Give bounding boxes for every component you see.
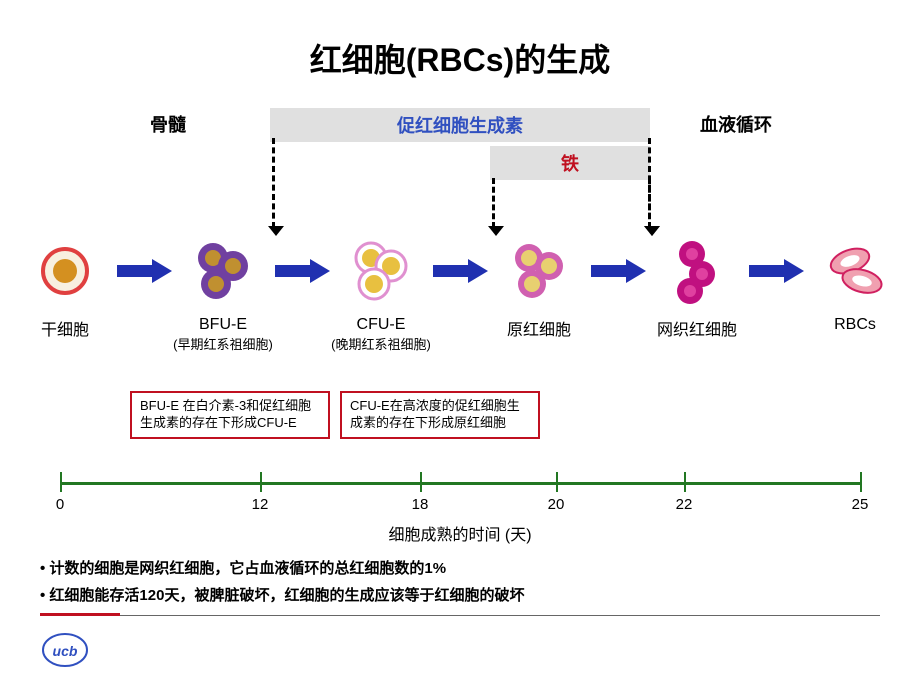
tl-tick <box>860 472 862 492</box>
rbc-icon <box>820 236 890 306</box>
bullet-2: 红细胞能存活120天，被脾脏破坏，红细胞的生成应该等于红细胞的破坏 <box>40 582 880 609</box>
ucb-logo: ucb <box>40 630 90 675</box>
iron-bar: 铁 <box>490 146 650 180</box>
stage-bfu-e: BFU-E(早期红系祖细胞) <box>188 236 258 306</box>
bullet-1: 计数的细胞是网织红细胞，它占血液循环的总红细胞数的1% <box>40 555 880 582</box>
stage-reticulocyte: 网织红细胞 <box>662 236 732 306</box>
stage-stem-cell: 干细胞 <box>30 236 100 306</box>
tl-label: 12 <box>252 496 269 513</box>
tl-tick <box>260 472 262 492</box>
footer-line <box>40 615 880 616</box>
arrow-icon <box>749 259 804 283</box>
tl-label: 22 <box>676 496 693 513</box>
epo-bar: 促红细胞生成素 <box>270 108 650 142</box>
tl-tick <box>60 472 62 492</box>
stage-label-5: RBCs <box>795 316 915 334</box>
cells-row: 干细胞 BFU-E(早期红系祖细胞) CFU-E(晚期红系祖细胞) <box>30 236 890 306</box>
stage-rbcs: RBCs <box>820 236 890 306</box>
iron-arrow-left <box>492 178 495 228</box>
iron-arrow-right <box>648 178 651 228</box>
bfu-e-icon <box>188 236 258 306</box>
timeline-line <box>60 482 860 485</box>
proerythroblast-icon <box>504 236 574 306</box>
stage-cfu-e: CFU-E(晚期红系祖细胞) <box>346 236 416 306</box>
stage-label-1: BFU-E(早期红系祖细胞) <box>163 316 283 353</box>
arrow-icon <box>275 259 330 283</box>
epo-arrow-left <box>272 138 275 228</box>
tl-tick <box>684 472 686 492</box>
page-title: 红细胞(RBCs)的生成 <box>0 0 920 81</box>
blood-circulation-label: 血液循环 <box>700 111 772 137</box>
diagram-container: 骨髓 血液循环 促红细胞生成素 铁 干细胞 BFU-E(早期红系祖细胞) <box>0 106 920 586</box>
tl-label: 0 <box>56 496 64 513</box>
stage-label-0: 干细胞 <box>5 316 125 340</box>
stage-proerythroblast: 原红细胞 <box>504 236 574 306</box>
tl-label: 18 <box>412 496 429 513</box>
tl-tick <box>556 472 558 492</box>
arrow-icon <box>591 259 646 283</box>
note-bfu: BFU-E 在白介素-3和促红细胞生成素的存在下形成CFU-E <box>130 391 330 439</box>
arrow-icon <box>433 259 488 283</box>
bone-marrow-label: 骨髓 <box>150 111 186 137</box>
stage-label-2: CFU-E(晚期红系祖细胞) <box>321 316 441 353</box>
arrow-icon <box>117 259 172 283</box>
svg-text:ucb: ucb <box>53 643 78 659</box>
reticulocyte-icon <box>662 236 732 306</box>
tl-tick <box>420 472 422 492</box>
stage-label-4: 网织红细胞 <box>637 316 757 340</box>
cfu-e-icon <box>346 236 416 306</box>
bullets: 计数的细胞是网织红细胞，它占血液循环的总红细胞数的1% 红细胞能存活120天，被… <box>40 555 880 609</box>
stem-cell-icon <box>30 236 100 306</box>
timeline-title: 细胞成熟的时间 (天) <box>388 521 531 545</box>
tl-label: 20 <box>548 496 565 513</box>
note-cfu: CFU-E在高浓度的促红细胞生成素的存在下形成原红细胞 <box>340 391 540 439</box>
stage-label-3: 原红细胞 <box>479 316 599 340</box>
footer-accent <box>40 613 120 616</box>
tl-label: 25 <box>852 496 869 513</box>
